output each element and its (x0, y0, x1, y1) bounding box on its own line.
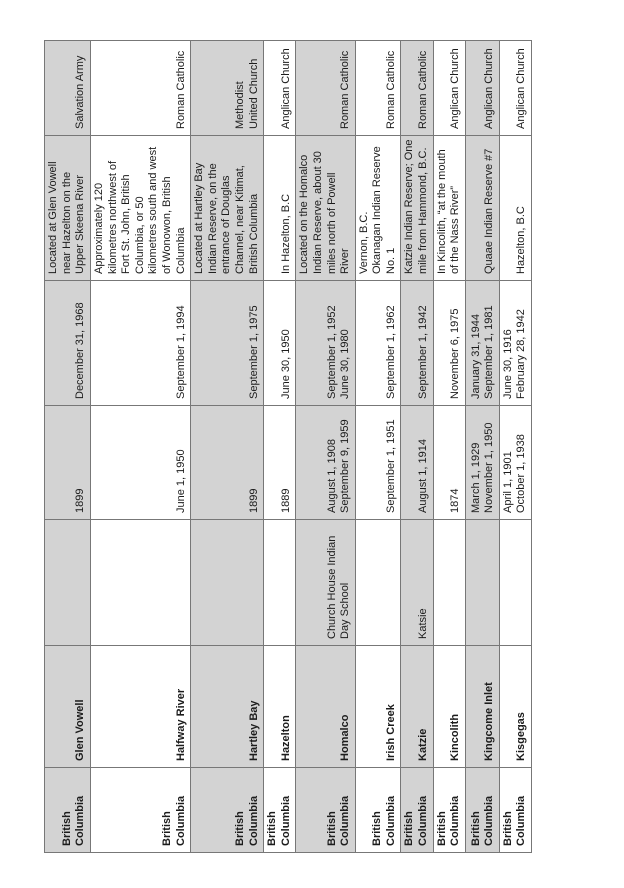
cell-affiliation: Methodist United Church (190, 40, 264, 136)
cell-alternate-name (263, 519, 296, 646)
cell-opened: 1874 (433, 405, 466, 520)
cell-name: Hartley Bay (190, 645, 264, 768)
row-kisgegas: British Columbia Kisgegas April 1, 1901 … (499, 40, 532, 853)
cell-name: Hazelton (263, 645, 296, 768)
cell-opened: April 1, 1901 October 1, 1938 (499, 405, 532, 520)
cell-location: Approximately 120 kilometres northwest o… (90, 135, 191, 281)
cell-closed: January 31, 1944 September 1, 1981 (465, 280, 500, 406)
cell-province: British Columbia (90, 767, 191, 853)
cell-name: Halfway River (90, 645, 191, 768)
cell-closed: September 1, 1952 June 30, 1980 (295, 280, 356, 406)
cell-province: British Columbia (499, 767, 532, 853)
schools-table: British Columbia Glen Vowell 1899 Decemb… (44, 40, 532, 853)
cell-closed: December 31, 1968 (44, 280, 91, 406)
cell-opened: 1889 (263, 405, 296, 520)
cell-alternate-name: Katsie (400, 519, 434, 646)
row-glen-vowell: British Columbia Glen Vowell 1899 Decemb… (44, 40, 91, 853)
cell-alternate-name: Church House Indian Day School (295, 519, 356, 646)
row-katzie: British Columbia Katzie Katsie August 1,… (400, 40, 434, 853)
cell-name: Glen Vowell (44, 645, 91, 768)
cell-province: British Columbia (400, 767, 434, 853)
cell-affiliation: Roman Catholic (355, 40, 401, 136)
cell-closed: September 1, 1962 (355, 280, 401, 406)
cell-affiliation: Anglican Church (263, 40, 296, 136)
cell-name: Kingcome Inlet (465, 645, 500, 768)
cell-opened: September 1, 1951 (355, 405, 401, 520)
cell-alternate-name (499, 519, 532, 646)
cell-alternate-name (465, 519, 500, 646)
row-halfway-river: British Columbia Halfway River June 1, 1… (90, 40, 191, 853)
cell-affiliation: Roman Catholic (295, 40, 356, 136)
cell-location: Quaae Indian Reserve #7 (465, 135, 500, 281)
cell-province: British Columbia (190, 767, 264, 853)
cell-province: British Columbia (355, 767, 401, 853)
cell-closed: June 30, 1916 February 28, 1942 (499, 280, 532, 406)
rotated-table-container: British Columbia Glen Vowell 1899 Decemb… (44, 40, 532, 853)
cell-affiliation: Anglican Church (499, 40, 532, 136)
row-kincolith: British Columbia Kincolith 1874 November… (433, 40, 466, 853)
cell-location: Located at Hartley Bay Indian Reserve, o… (190, 135, 264, 281)
cell-name: Irish Creek (355, 645, 401, 768)
cell-name: Kincolith (433, 645, 466, 768)
cell-location: Katzie Indian Reserve; One mile from Ham… (400, 135, 434, 281)
cell-closed: June 30, 1950 (263, 280, 296, 406)
cell-affiliation: Anglican Church (465, 40, 500, 136)
cell-opened: August 1, 1914 (400, 405, 434, 520)
cell-name: Katzie (400, 645, 434, 768)
cell-opened: June 1, 1950 (90, 405, 191, 520)
cell-alternate-name (355, 519, 401, 646)
cell-affiliation: Roman Catholic (400, 40, 434, 136)
cell-opened: March 1, 1929 November 1, 1950 (465, 405, 500, 520)
cell-affiliation: Anglican Church (433, 40, 466, 136)
cell-location: Hazelton, B.C (499, 135, 532, 281)
row-hartley-bay: British Columbia Hartley Bay 1899 Septem… (190, 40, 264, 853)
cell-closed: November 6, 1975 (433, 280, 466, 406)
cell-opened: 1899 (190, 405, 264, 520)
cell-province: British Columbia (295, 767, 356, 853)
cell-closed: September 1, 1994 (90, 280, 191, 406)
row-homalco: British Columbia Homalco Church House In… (295, 40, 356, 853)
cell-province: British Columbia (44, 767, 91, 853)
cell-affiliation: Roman Catholic (90, 40, 191, 136)
row-hazelton: British Columbia Hazelton 1889 June 30, … (263, 40, 296, 853)
cell-location: Vernon, B.C. Okanagan Indian Reserve No.… (355, 135, 401, 281)
cell-alternate-name (90, 519, 191, 646)
cell-location: In Kincolith, “at the mouth of the Nass … (433, 135, 466, 281)
cell-location: Located at Glen Vowell near Hazelton on … (44, 135, 91, 281)
cell-province: British Columbia (433, 767, 466, 853)
cell-location: Located on the Homalco Indian Reserve, a… (295, 135, 356, 281)
cell-opened: August 1, 1908 September 9, 1959 (295, 405, 356, 520)
cell-location: In Hazelton, B.C (263, 135, 296, 281)
row-kingcome-inlet: British Columbia Kingcome Inlet March 1,… (465, 40, 500, 853)
cell-closed: September 1, 1942 (400, 280, 434, 406)
cell-alternate-name (190, 519, 264, 646)
cell-affiliation: Salvation Army (44, 40, 91, 136)
row-irish-creek: British Columbia Irish Creek September 1… (355, 40, 401, 853)
cell-province: British Columbia (263, 767, 296, 853)
cell-opened: 1899 (44, 405, 91, 520)
cell-alternate-name (433, 519, 466, 646)
cell-name: Kisgegas (499, 645, 532, 768)
cell-closed: September 1, 1975 (190, 280, 264, 406)
cell-alternate-name (44, 519, 91, 646)
cell-province: British Columbia (465, 767, 500, 853)
cell-name: Homalco (295, 645, 356, 768)
